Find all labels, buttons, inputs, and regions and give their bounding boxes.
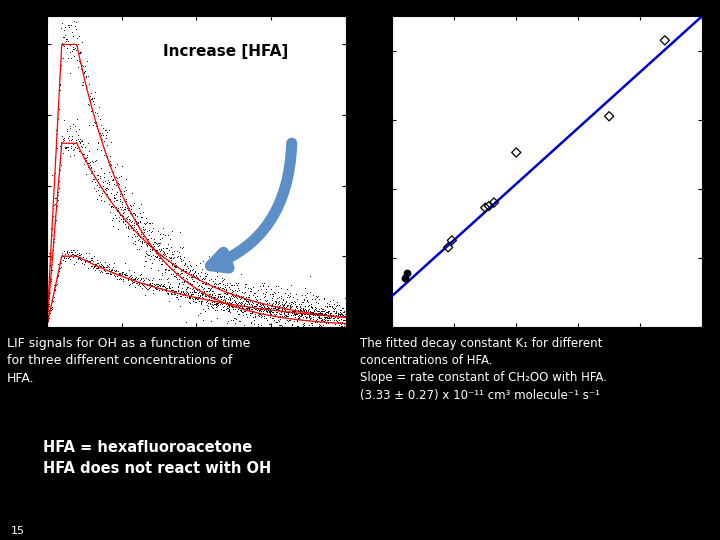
Text: The fitted decay constant K₁ for different
concentrations of HFA.
Slope = rate c: The fitted decay constant K₁ for differe…: [360, 338, 607, 402]
Point: [483, 201, 495, 210]
X-axis label: time / seconds: time / seconds: [158, 346, 235, 356]
Text: LIF signals for OH as a function of time
for three different concentrations of
H: LIF signals for OH as a function of time…: [7, 338, 251, 384]
FancyArrowPatch shape: [210, 143, 292, 268]
Point: [442, 243, 454, 252]
X-axis label: [HFA] / (10¹² molecules cm⁻³): [HFA] / (10¹² molecules cm⁻³): [475, 346, 619, 356]
Point: [659, 36, 670, 45]
Point: [480, 204, 491, 212]
Y-axis label: K₁ / s⁻¹: K₁ / s⁻¹: [352, 151, 365, 192]
Text: Increase [HFA]: Increase [HFA]: [163, 44, 289, 59]
Y-axis label: LIF signal / (counts/0.05 s): LIF signal / (counts/0.05 s): [4, 112, 14, 231]
Point: [488, 198, 500, 207]
Point: [603, 112, 615, 120]
Point: [399, 274, 410, 283]
Text: CH₂OO  +  HFA → Adduct: CH₂OO + HFA → Adduct: [418, 465, 644, 483]
Text: HFA = hexafluoroacetone
HFA does not react with OH: HFA = hexafluoroacetone HFA does not rea…: [43, 440, 271, 476]
Point: [402, 269, 413, 278]
Text: 15: 15: [11, 525, 24, 536]
Point: [510, 148, 522, 157]
Point: [446, 236, 458, 245]
